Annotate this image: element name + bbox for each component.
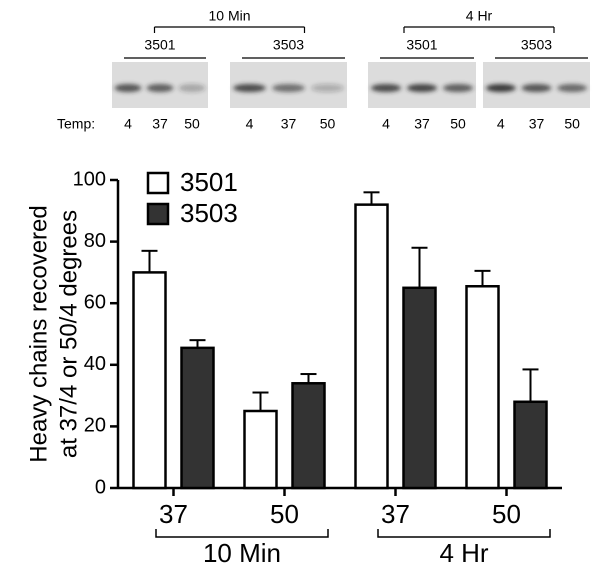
gel-band: [442, 84, 474, 92]
gel-band: [146, 84, 174, 92]
gel-band: [485, 84, 516, 92]
group-label: 4 Hr: [439, 538, 488, 568]
chart: Heavy chains recovered at 37/4 or 50/4 de…: [25, 167, 562, 568]
x-tick-label: 37: [381, 499, 410, 529]
y-tick-label: 40: [84, 353, 106, 375]
bar: [132, 271, 167, 490]
temp-label: 50: [320, 116, 336, 132]
lane-label: 3503: [521, 37, 552, 53]
legend-swatch: [146, 202, 170, 226]
bar: [513, 400, 548, 490]
blot: 10 Min 3501 4 37 50 3503 4 37 50 4 Hr 3501 4 37 50 350…: [57, 8, 590, 132]
temp-label: 4: [382, 116, 390, 132]
y-tick-label: 60: [84, 291, 106, 313]
y-tick-label: 80: [84, 230, 106, 252]
gel-band: [272, 84, 305, 92]
gel-band: [370, 84, 402, 92]
temp-label: 50: [184, 116, 200, 132]
group-bracket: [155, 529, 329, 538]
x-tick-label: 50: [492, 499, 521, 529]
y-tick-label: 20: [84, 415, 106, 437]
legend-label: 3501: [180, 167, 238, 197]
y-tick-label: 0: [95, 476, 106, 498]
x-tick-label: 37: [159, 499, 188, 529]
group-label: 10 Min: [203, 538, 281, 568]
gel-band: [311, 84, 344, 92]
lane-label: 3503: [273, 37, 304, 53]
bar: [180, 346, 215, 490]
x-tick-label: 50: [270, 499, 299, 529]
legend-label: 3503: [180, 198, 238, 228]
temp-label: 4: [124, 116, 132, 132]
gel-band: [521, 84, 552, 92]
temp-title: Temp:: [57, 116, 95, 132]
bar: [465, 285, 500, 490]
gel-band: [114, 84, 142, 92]
temp-label: 37: [529, 116, 545, 132]
bar: [354, 203, 389, 490]
temp-label: 37: [414, 116, 430, 132]
bar: [243, 409, 278, 490]
y-axis-label: at 37/4 or 50/4 degrees: [55, 210, 82, 458]
time-label: 10 Min: [208, 8, 250, 24]
y-axis-label: Heavy chains recovered: [25, 205, 52, 462]
lane-label: 3501: [144, 37, 175, 53]
legend-swatch: [146, 171, 170, 195]
gel-band: [233, 84, 266, 92]
lane-label: 3501: [406, 37, 437, 53]
bar: [402, 286, 437, 490]
gel-band: [406, 84, 438, 92]
group-bracket: [377, 529, 551, 538]
temp-label: 50: [564, 116, 580, 132]
temp-label: 4: [246, 116, 254, 132]
time-label: 4 Hr: [466, 8, 493, 24]
temp-label: 50: [450, 116, 466, 132]
gel-band: [557, 84, 588, 92]
temp-label: 37: [281, 116, 297, 132]
temp-label: 4: [497, 116, 505, 132]
y-tick-label: 100: [73, 168, 106, 190]
temp-label: 37: [152, 116, 168, 132]
gel-band: [178, 84, 206, 92]
bar: [291, 382, 326, 490]
